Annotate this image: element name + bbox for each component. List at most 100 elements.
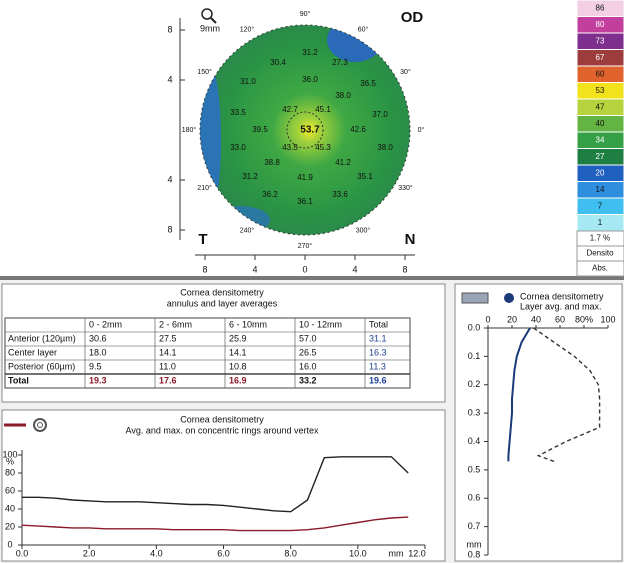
table-cell: 30.6	[89, 333, 107, 343]
scale-label: 73	[596, 36, 605, 45]
rings-icon	[37, 422, 43, 428]
table-cell: 31.1	[369, 333, 387, 343]
table-cell: 26.5	[299, 347, 317, 357]
x-tick-label: 6.0	[217, 548, 230, 558]
y-tick-label: 0.5	[468, 464, 481, 474]
x-tick-label: 12.0	[408, 548, 426, 558]
scale-label: 27	[596, 152, 605, 161]
temporal-label: T	[198, 231, 207, 248]
table-cell: 33.2	[299, 375, 317, 385]
nasal-label: N	[405, 231, 416, 248]
eye-label: OD	[401, 9, 424, 26]
map-value: 36.1	[297, 197, 313, 206]
zoom-icon	[201, 8, 213, 20]
legend-dot	[504, 293, 514, 303]
angle-label: 60°	[358, 25, 369, 33]
map-value: 45.1	[315, 105, 331, 114]
angle-label: 240°	[240, 226, 255, 234]
table-cell: 10.8	[229, 361, 247, 371]
scale-percent: 1.7 %	[590, 234, 610, 243]
x-tick-label: 4	[252, 264, 257, 274]
y-tick-label: 0.3	[468, 408, 481, 418]
map-value: 42.7	[282, 105, 298, 114]
layer-icon	[461, 292, 489, 304]
x-axis-label: mm	[389, 548, 404, 558]
x-tick-label: 8	[202, 264, 207, 274]
table-cell: 11.0	[159, 361, 176, 371]
divider	[0, 276, 624, 280]
table-frame	[4, 317, 411, 389]
x-tick-label: 4	[352, 264, 357, 274]
scale-unit: Abs.	[592, 264, 608, 273]
angle-label: 180°	[182, 126, 197, 134]
y-tick-label: 8	[167, 24, 172, 34]
y-tick-label: 0.1	[468, 351, 481, 361]
map-value: 35.1	[357, 172, 373, 181]
map-value: 39.5	[252, 125, 268, 134]
map-value: 31.2	[302, 48, 318, 57]
column-header: Total	[369, 319, 388, 329]
map-value: 53.7	[300, 125, 320, 136]
column-header: 2 - 6mm	[159, 319, 192, 329]
map-value: 42.6	[350, 125, 366, 134]
map-value: 38.0	[377, 143, 393, 152]
depth-chart-panel: Cornea densitometry Layer avg. and max.	[454, 283, 623, 562]
y-tick-label: 0	[7, 539, 12, 549]
row-label: Posterior (60µm)	[8, 361, 75, 371]
table-cell: 16.0	[299, 361, 317, 371]
map-value: 36.0	[302, 75, 318, 84]
x-tick-label: 80%	[575, 314, 593, 324]
y-tick-label: 0.6	[468, 493, 481, 503]
column-header: 10 - 12mm	[299, 319, 342, 329]
angle-label: 90°	[300, 10, 311, 18]
angle-label: 0°	[418, 126, 425, 134]
table-title: Cornea densitometry	[180, 287, 264, 297]
x-tick-label: 10.0	[349, 548, 367, 558]
map-value: 31.2	[242, 172, 258, 181]
map-value: 43.5	[282, 143, 298, 152]
table-cell: 16.9	[229, 375, 247, 385]
map-value: 30.4	[270, 58, 286, 67]
table-cell: 17.6	[159, 375, 177, 385]
table-cell: 9.5	[89, 361, 102, 371]
y-tick-label: 0.2	[468, 379, 481, 389]
ring-chart-panel: Cornea densitometry Avg. and max. on con…	[1, 409, 446, 562]
table-cell: 14.1	[159, 347, 177, 357]
map-value: 41.2	[335, 158, 351, 167]
zoom-icon	[210, 17, 217, 24]
angle-label: 30°	[400, 68, 411, 76]
scale-box	[576, 260, 624, 277]
chart-title: Cornea densitometry	[520, 291, 604, 301]
map-value: 33.0	[230, 143, 246, 152]
y-tick-label: 100	[2, 449, 17, 459]
table-cell: 57.0	[299, 333, 317, 343]
x-tick-label: 4.0	[150, 548, 163, 558]
angle-label: 210°	[197, 184, 212, 192]
table-cell: 25.9	[229, 333, 247, 343]
chart-subtitle: Layer avg. and max.	[520, 301, 602, 311]
y-axis-label: mm	[467, 539, 482, 549]
column-header: 6 - 10mm	[229, 319, 267, 329]
y-tick-label: 8	[167, 224, 172, 234]
y-tick-label: 0.8	[468, 549, 481, 559]
x-tick-label: 0	[302, 264, 307, 274]
series-line	[507, 327, 531, 462]
row-label: Anterior (120µm)	[8, 333, 76, 343]
y-tick-label: 4	[167, 174, 172, 184]
map-value: 36.5	[360, 79, 376, 88]
scale-label: 7	[598, 201, 603, 210]
y-tick-label: 4	[167, 74, 172, 84]
x-tick-label: 40	[531, 314, 541, 324]
scale-mode: Densito	[586, 249, 614, 258]
x-tick-label: 20	[507, 314, 517, 324]
x-tick-label: 0.0	[16, 548, 29, 558]
y-tick-label: 0.7	[468, 521, 481, 531]
map-value: 31.0	[240, 77, 256, 86]
scale-label: 34	[596, 135, 605, 144]
rings-icon	[33, 418, 47, 432]
scale-label: 40	[596, 119, 605, 128]
y-axis-label: %	[6, 456, 14, 466]
x-tick-label: 8	[402, 264, 407, 274]
